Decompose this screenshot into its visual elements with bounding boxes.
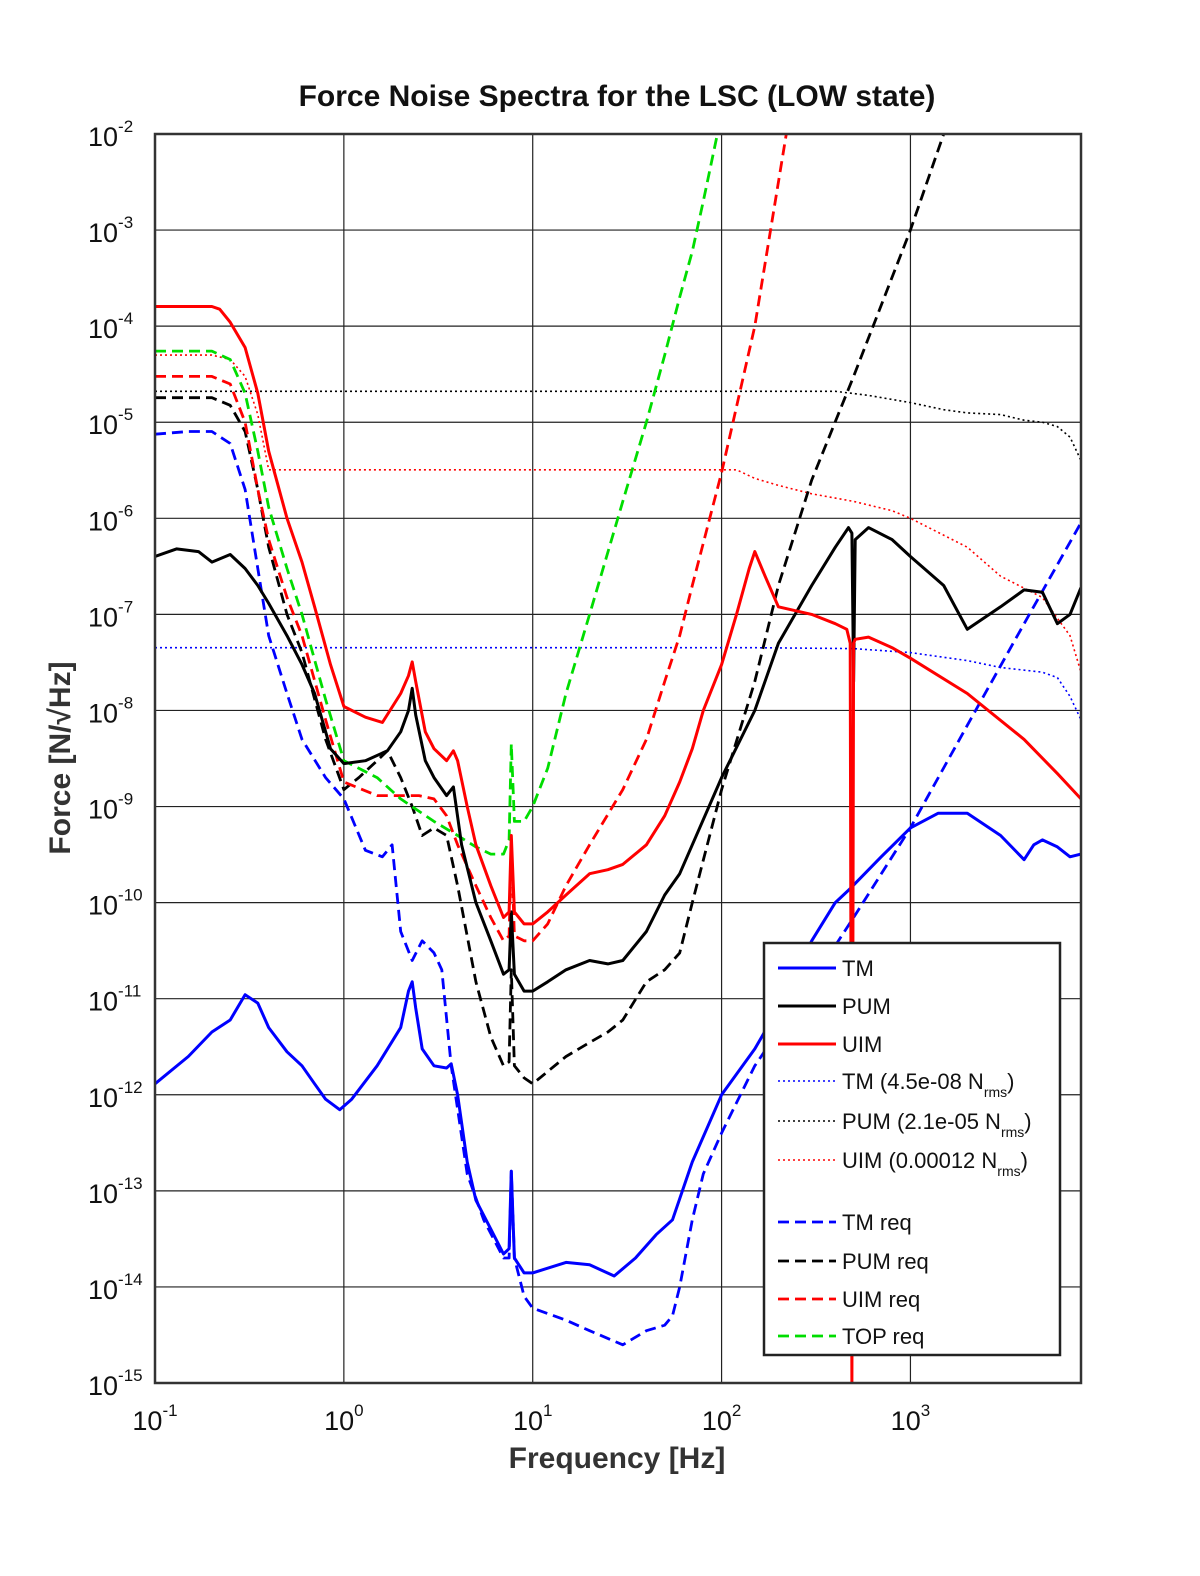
series-line-2 xyxy=(155,305,1081,1383)
y-tick-label: 10-10 xyxy=(88,886,143,921)
chart-title: Force Noise Spectra for the LSC (LOW sta… xyxy=(299,80,936,113)
legend-label: UIM req xyxy=(842,1287,920,1312)
series-line-1 xyxy=(155,526,1081,993)
legend-label: TOP req xyxy=(842,1324,924,1349)
series-line-7 xyxy=(155,134,946,1086)
legend-box xyxy=(762,941,1062,1357)
legend-label: PUM xyxy=(842,994,891,1019)
series-line-4 xyxy=(155,390,1081,461)
legend-label: UIM xyxy=(842,1032,882,1057)
legend-label: TM xyxy=(842,956,874,981)
y-tick-label: 10-2 xyxy=(88,117,133,152)
series-line-0 xyxy=(155,811,1081,1278)
legend-label: PUM req xyxy=(842,1249,929,1274)
series-line-6 xyxy=(155,430,1081,1347)
x-axis-label: Frequency [Hz] xyxy=(509,1442,726,1475)
series-line-5 xyxy=(155,354,1081,673)
series-line-9 xyxy=(155,134,719,856)
legend-label: TM req xyxy=(842,1210,912,1235)
y-axis-label: Force [N/√Hz] xyxy=(44,661,77,854)
plot-frame xyxy=(153,132,1083,1385)
series-layer xyxy=(155,134,1081,1383)
series-line-8 xyxy=(155,134,788,943)
series-line-3 xyxy=(155,646,1081,721)
